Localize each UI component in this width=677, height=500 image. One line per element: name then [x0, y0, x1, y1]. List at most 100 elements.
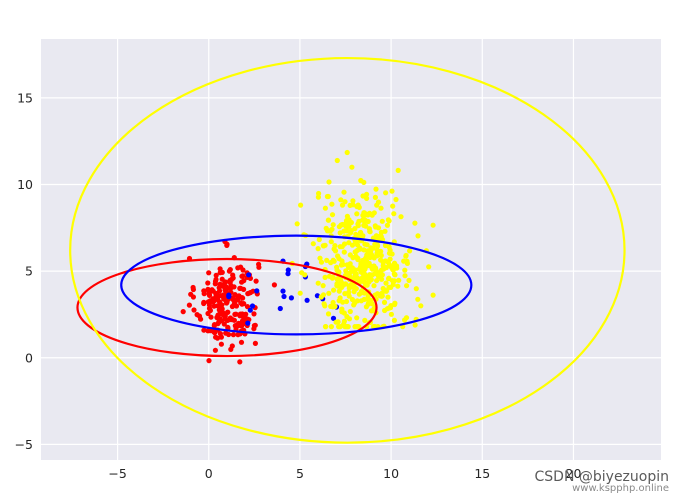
scatter-point [315, 194, 321, 200]
scatter-point [353, 271, 359, 277]
scatter-point [228, 283, 234, 289]
scatter-point [191, 307, 197, 313]
scatter-point [356, 291, 362, 297]
scatter-point [342, 281, 348, 287]
scatter-point [332, 248, 339, 254]
scatter-point [249, 303, 256, 309]
scatter-point [226, 268, 232, 274]
scatter-point [355, 255, 361, 261]
scatter-point [216, 319, 222, 325]
scatter-point [395, 167, 401, 173]
scatter-point [362, 317, 368, 323]
scatter-point [325, 217, 331, 223]
scatter-point [326, 290, 332, 296]
scatter-point [334, 267, 340, 273]
scatter-point [226, 331, 232, 338]
scatter-point [206, 270, 212, 276]
x-tick-label: 20 [566, 466, 582, 481]
scatter-point [330, 257, 336, 263]
scatter-point [241, 312, 247, 318]
scatter-point [285, 267, 291, 273]
scatter-point [352, 226, 358, 232]
scatter-point [330, 315, 337, 321]
scatter-point [358, 269, 364, 275]
scatter-point [304, 297, 310, 303]
scatter-point [381, 299, 388, 305]
scatter-point [367, 248, 373, 254]
scatter-point [360, 217, 366, 223]
scatter-point [230, 332, 236, 338]
scatter-point [241, 317, 247, 323]
scatter-point [426, 264, 432, 270]
scatter-point [251, 323, 257, 329]
scatter-point [403, 315, 410, 321]
scatter-point [297, 290, 303, 296]
scatter-point [390, 203, 396, 209]
scatter-point [403, 252, 409, 259]
y-tick-label: 10 [17, 177, 33, 192]
scatter-point [214, 335, 221, 341]
scatter-point [378, 252, 384, 259]
scatter-point [324, 257, 330, 263]
scatter-point [364, 242, 370, 248]
scatter-point [252, 340, 258, 346]
scatter-point [379, 276, 385, 282]
scatter-point [392, 272, 398, 278]
scatter-point [352, 324, 358, 330]
scatter-point [378, 257, 384, 263]
scatter-point [361, 296, 367, 302]
scatter-point [342, 291, 348, 297]
scatter-point [207, 307, 213, 314]
scatter-point [379, 218, 385, 224]
scatter-point [392, 300, 398, 306]
scatter-point [391, 317, 397, 323]
scatter-point [339, 309, 345, 315]
x-tick-label: 5 [296, 466, 304, 481]
scatter-point [378, 205, 384, 211]
scatter-point [315, 280, 321, 286]
scatter-point [237, 359, 243, 365]
scatter-point [328, 239, 334, 245]
scatter-point [391, 211, 397, 217]
scatter-point [238, 300, 244, 306]
y-tick-label: −5 [15, 437, 33, 452]
scatter-point [358, 177, 364, 184]
scatter-point [369, 272, 375, 278]
scatter-point [350, 198, 356, 204]
scatter-point [231, 317, 237, 323]
scatter-point [210, 288, 216, 294]
scatter-point [378, 229, 384, 235]
scatter-point [407, 248, 413, 254]
x-tick-label: −5 [108, 466, 126, 481]
scatter-point [339, 202, 346, 208]
scatter-point [340, 299, 346, 305]
scatter-point [383, 280, 389, 286]
scatter-point [418, 303, 424, 309]
scatter-point [379, 290, 385, 296]
scatter-point [350, 255, 356, 261]
scatter-point [383, 190, 389, 196]
scatter-point [380, 285, 386, 292]
scatter-point [277, 305, 283, 312]
scatter-point [395, 283, 401, 289]
scatter-point [415, 233, 421, 239]
scatter-point [337, 324, 343, 330]
watermark: CSDN @biyezuopin www.kspphp.online [535, 469, 669, 494]
scatter-point [341, 228, 347, 234]
scatter-point [389, 278, 396, 284]
scatter-point [350, 202, 356, 208]
scatter-point [385, 294, 391, 300]
y-tick-label: 15 [17, 90, 33, 105]
scatter-point [347, 308, 353, 315]
scatter-point [238, 339, 245, 345]
scatter-point [186, 302, 192, 308]
scatter-point [388, 311, 394, 317]
scatter-point [366, 279, 372, 285]
scatter-point [349, 242, 356, 248]
scatter-point [352, 300, 358, 306]
scatter-point [374, 253, 380, 259]
scatter-point [346, 240, 352, 246]
scatter-point [215, 303, 221, 309]
scatter-point [317, 255, 323, 261]
scatter-point [352, 249, 358, 255]
